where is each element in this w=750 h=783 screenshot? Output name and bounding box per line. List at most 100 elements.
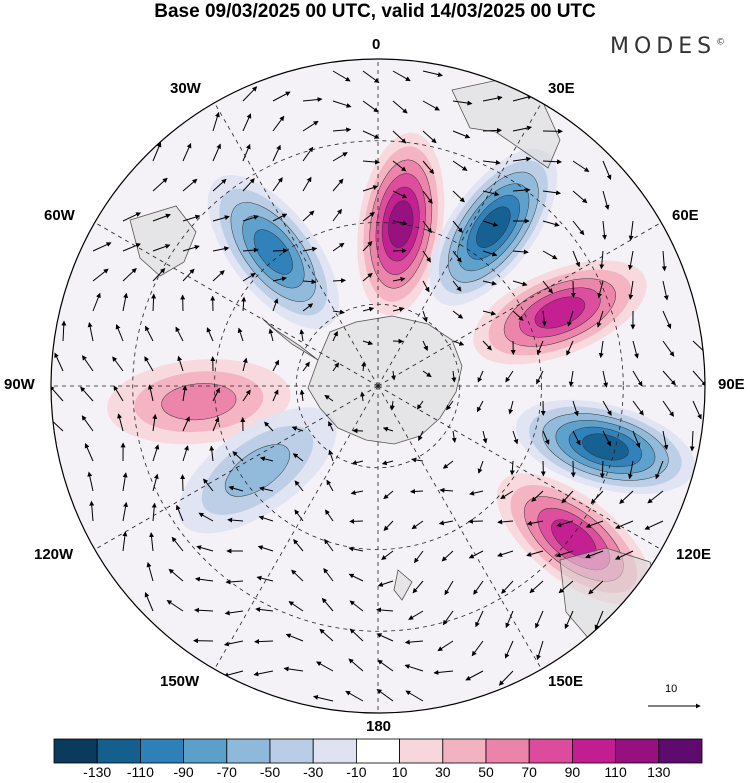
- wind-vector: [529, 580, 544, 594]
- wind-vector: [182, 385, 188, 402]
- wind-vector: [437, 640, 454, 652]
- wind-vector: [482, 280, 497, 286]
- wind-vector: [476, 400, 484, 413]
- wind-vector: [182, 416, 190, 432]
- wind-vector: [602, 190, 610, 211]
- wind-vector: [272, 248, 289, 254]
- wind-vector: [242, 143, 251, 162]
- wind-vector: [54, 352, 64, 372]
- wind-vector: [619, 490, 634, 504]
- wind-vector: [302, 176, 312, 192]
- wind-vector: [193, 607, 214, 613]
- wind-vector: [122, 268, 137, 282]
- wind-vector: [482, 190, 500, 197]
- wind-vector: [325, 509, 334, 522]
- wind-vector: [348, 546, 364, 552]
- wind-vector: [497, 550, 514, 557]
- wind-vector: [302, 303, 314, 312]
- wind-vector: [556, 520, 574, 527]
- wind-vector: [206, 327, 214, 342]
- wind-vector: [404, 639, 424, 645]
- wind-vector: [381, 460, 394, 466]
- wind-vector: [590, 490, 604, 505]
- wind-vector: [692, 400, 702, 420]
- wind-vector: [84, 443, 94, 462]
- wind-vector: [294, 480, 304, 492]
- wind-vector: [442, 610, 454, 626]
- wind-vector: [414, 550, 424, 564]
- wind-vector: [572, 430, 581, 446]
- wind-vector: [242, 357, 248, 372]
- wind-vector: [349, 600, 364, 612]
- wind-vector: [332, 362, 340, 372]
- wind-vector: [512, 156, 532, 162]
- wind-vector: [422, 70, 444, 77]
- wind-vector: [442, 460, 454, 469]
- wind-vector: [302, 279, 317, 285]
- wind-vector: [377, 659, 394, 672]
- wind-vector: [268, 328, 274, 342]
- wind-vector: [418, 430, 424, 442]
- wind-vector: [302, 97, 323, 103]
- wind-vector: [661, 250, 667, 272]
- wind-vector: [302, 120, 319, 132]
- wind-vector: [113, 385, 124, 402]
- wind-vector: [452, 220, 463, 233]
- lon-label-150e: 150E: [548, 673, 584, 690]
- wind-vector: [212, 215, 230, 222]
- wind-vector: [662, 340, 675, 357]
- wind-vector: [255, 607, 274, 612]
- wind-vector: [302, 210, 315, 222]
- wind-vector: [614, 550, 634, 560]
- wind-vector: [482, 127, 502, 133]
- wind-vector: [258, 515, 274, 522]
- wind-vector: [223, 640, 244, 647]
- colorbar-tick-label: -10: [346, 764, 367, 780]
- colorbar-tick-label: -70: [216, 764, 237, 780]
- wind-vector: [147, 384, 154, 402]
- wind-vector: [531, 490, 544, 502]
- wind-vector: [316, 661, 334, 672]
- wind-vector: [465, 670, 484, 681]
- wind-vector: [536, 640, 544, 661]
- map-border: [50, 58, 706, 714]
- wind-vector: [632, 340, 639, 359]
- wind-vector: [175, 326, 184, 342]
- wind-vector: [392, 248, 407, 254]
- wind-vector: [152, 413, 158, 432]
- wind-vector: [82, 355, 94, 372]
- lon-label-60e: 60E: [672, 207, 699, 224]
- colorbar-tick-label: 130: [647, 764, 671, 780]
- wind-vector: [632, 400, 644, 416]
- wind-vector: [321, 597, 334, 612]
- wind-vector: [512, 280, 528, 287]
- wind-vector: [182, 445, 189, 462]
- wind-vector: [171, 536, 184, 552]
- wind-vector: [224, 610, 244, 616]
- anomaly-contour: [224, 444, 290, 497]
- wind-vector: [542, 159, 563, 165]
- wind-vector: [122, 501, 129, 522]
- wind-vector: [542, 430, 550, 445]
- wind-vector: [122, 243, 141, 252]
- wind-vector: [628, 280, 634, 300]
- wind-vector: [196, 545, 214, 552]
- wind-vector: [324, 538, 334, 552]
- wind-vector: [512, 94, 533, 102]
- wind-vector: [299, 329, 305, 342]
- wind-vector: [61, 320, 67, 342]
- wind-vector: [392, 190, 408, 199]
- wind-vector: [242, 273, 256, 282]
- wind-vector: [362, 185, 379, 192]
- brand-logo: MODES©: [610, 34, 726, 59]
- wind-vector: [376, 633, 394, 642]
- wind-vector: [482, 160, 501, 165]
- colorbar-tick-label: 90: [564, 764, 581, 780]
- colorbar-tick-label: 10: [391, 764, 408, 780]
- wind-vector: [362, 272, 373, 282]
- wind-vector: [451, 430, 457, 443]
- wind-vector: [505, 610, 514, 629]
- wind-vector: [452, 160, 468, 171]
- wind-vector: [152, 473, 159, 492]
- wind-vector: [312, 695, 334, 702]
